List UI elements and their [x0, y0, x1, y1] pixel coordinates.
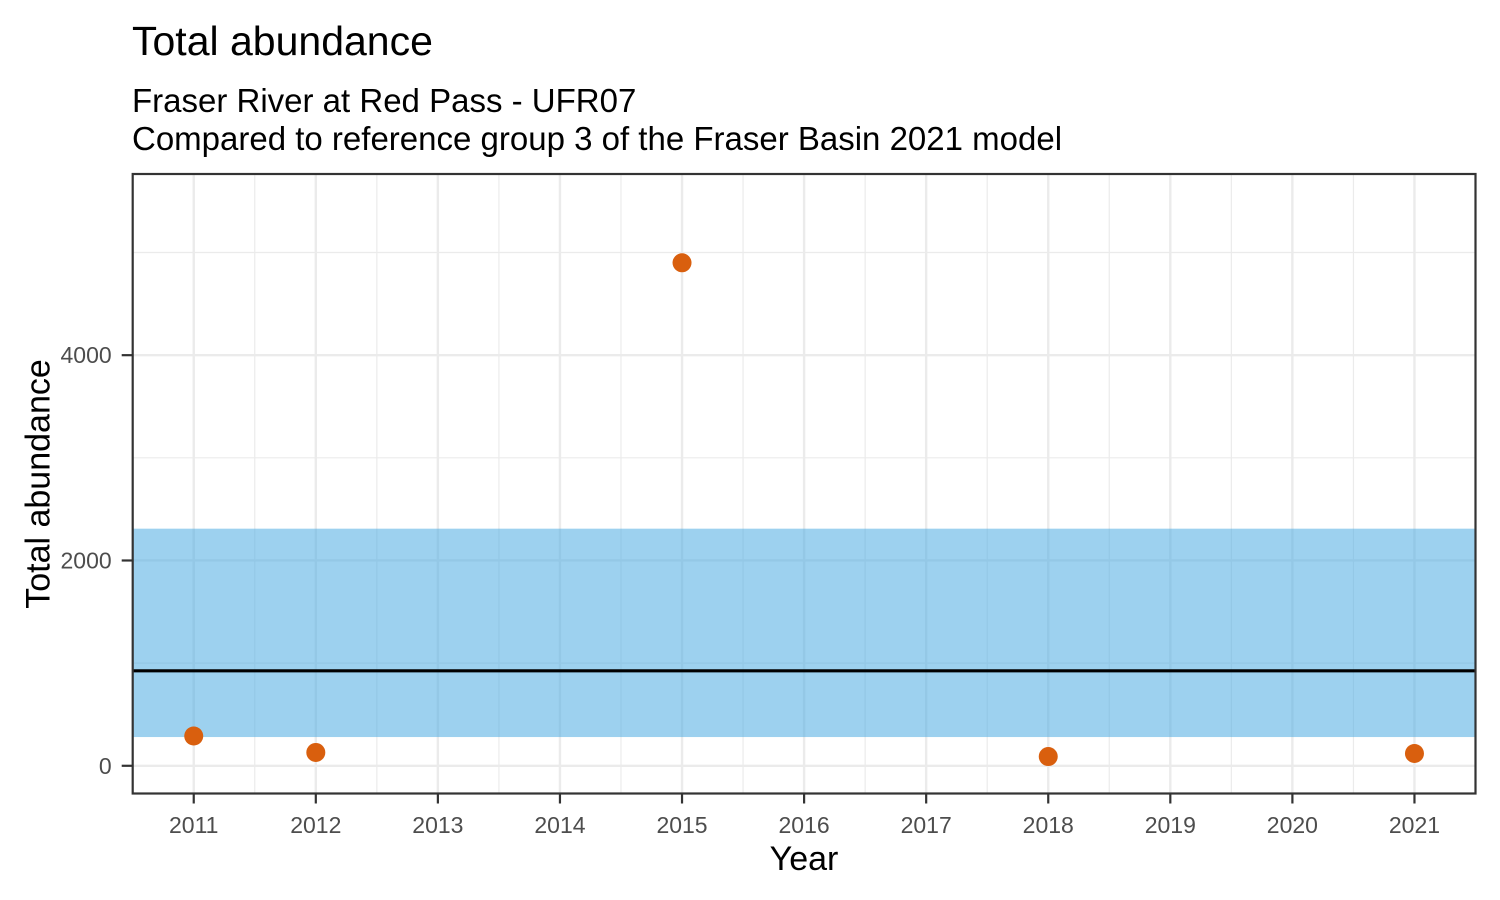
x-tick-label: 2011 — [169, 812, 218, 838]
chart-subtitle-line1: Fraser River at Red Pass - UFR07 — [132, 82, 637, 119]
y-tick-label: 0 — [99, 753, 112, 779]
x-tick-label: 2020 — [1267, 812, 1318, 838]
y-tick-label: 4000 — [61, 342, 112, 368]
data-point — [306, 742, 326, 762]
y-tick-label: 2000 — [61, 547, 112, 573]
x-tick-label: 2015 — [656, 812, 707, 838]
x-tick-label: 2014 — [534, 812, 585, 838]
data-point — [1404, 743, 1424, 763]
data-point — [1038, 747, 1058, 767]
chart-subtitle-line2: Compared to reference group 3 of the Fra… — [132, 120, 1063, 157]
x-tick-label: 2018 — [1023, 812, 1074, 838]
data-point — [672, 253, 692, 273]
y-axis-title: Total abundance — [19, 359, 58, 609]
data-point — [184, 726, 204, 746]
x-axis-title: Year — [769, 840, 839, 878]
x-tick-label: 2017 — [901, 812, 952, 838]
x-tick-label: 2012 — [290, 812, 341, 838]
x-tick-label: 2019 — [1145, 812, 1196, 838]
x-tick-label: 2013 — [412, 812, 463, 838]
reference-band — [132, 528, 1476, 738]
x-tick-label: 2016 — [779, 812, 830, 838]
chart-title: Total abundance — [132, 18, 433, 64]
x-tick-label: 2021 — [1389, 812, 1440, 838]
